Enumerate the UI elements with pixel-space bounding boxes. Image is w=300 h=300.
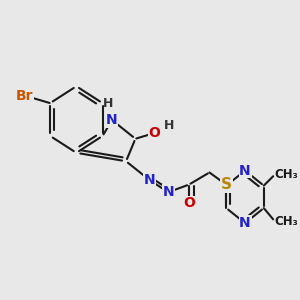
Text: N: N [162,185,174,199]
Text: H: H [103,97,113,110]
Text: H: H [164,119,174,132]
Text: S: S [221,177,232,192]
Text: N: N [239,164,251,178]
Text: CH₃: CH₃ [274,168,298,181]
Text: O: O [183,196,195,210]
Text: CH₃: CH₃ [274,215,298,228]
Text: N: N [239,216,251,230]
Text: N: N [144,173,155,187]
Text: N: N [106,113,118,127]
Text: Br: Br [16,88,34,103]
Text: O: O [148,126,160,140]
